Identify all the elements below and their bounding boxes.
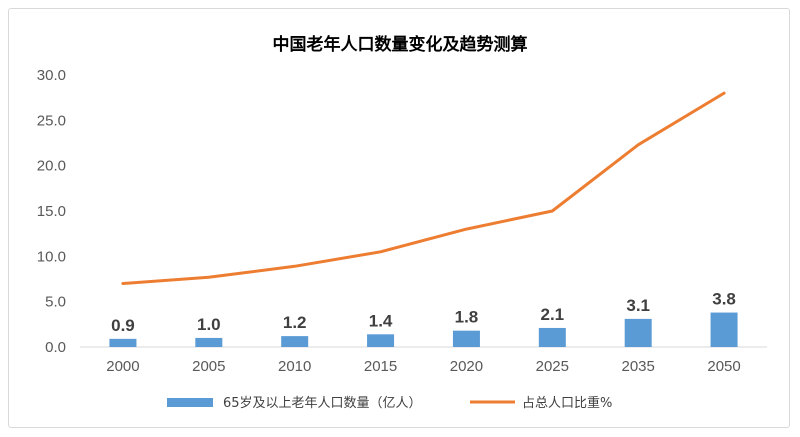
y-tick-label: 0.0 (45, 339, 66, 356)
y-tick-label: 25.0 (37, 112, 66, 129)
bar-data-label: 0.9 (111, 316, 135, 335)
y-axis: 0.0 5.0 10.0 15.0 20.0 25.0 30.0 (37, 67, 66, 356)
bar-series (109, 312, 738, 347)
bar (624, 318, 652, 347)
bar (109, 338, 137, 347)
chart-frame (8, 8, 790, 428)
x-tick-label: 2010 (278, 358, 311, 375)
line-series (121, 91, 726, 285)
y-tick-label: 30.0 (37, 67, 66, 84)
bar-data-label: 1.4 (369, 311, 393, 330)
bar-data-label: 1.2 (283, 313, 307, 332)
legend-swatch-bar (167, 398, 213, 407)
y-tick-label: 15.0 (37, 203, 66, 220)
legend-label-line: 占总人口比重% (522, 395, 612, 411)
y-tick-label: 5.0 (45, 294, 66, 311)
bar (195, 337, 223, 347)
bar-data-label: 1.0 (197, 315, 221, 334)
bar-data-label: 1.8 (455, 308, 479, 327)
x-tick-label: 2020 (450, 358, 483, 375)
x-tick-label: 2015 (364, 358, 397, 375)
x-tick-label: 2035 (622, 358, 655, 375)
bar-data-label: 3.8 (712, 290, 736, 309)
x-axis: 2000 2005 2010 2015 2020 2025 2035 2050 (106, 358, 741, 375)
bar-data-label: 3.1 (626, 296, 650, 315)
bar (538, 327, 566, 347)
x-tick-label: 2000 (106, 358, 139, 375)
legend-label-bar: 65岁及以上老年人口数量（亿人） (223, 396, 422, 411)
bar-data-label: 2.1 (540, 305, 564, 324)
bar (710, 312, 738, 347)
y-tick-label: 20.0 (37, 158, 66, 175)
bar (367, 334, 395, 347)
line-path (121, 91, 726, 285)
x-tick-label: 2050 (707, 358, 740, 375)
x-tick-label: 2005 (192, 358, 225, 375)
chart-title: 中国老年人口数量变化及趋势测算 (273, 34, 528, 55)
bar (452, 330, 480, 347)
y-tick-label: 10.0 (37, 248, 66, 265)
x-tick-label: 2025 (536, 358, 569, 375)
bar-data-labels: 0.9 1.0 1.2 1.4 1.8 2.1 3.1 3.8 (111, 290, 736, 335)
bar (281, 336, 309, 347)
legend: 65岁及以上老年人口数量（亿人） 占总人口比重% (167, 395, 612, 411)
